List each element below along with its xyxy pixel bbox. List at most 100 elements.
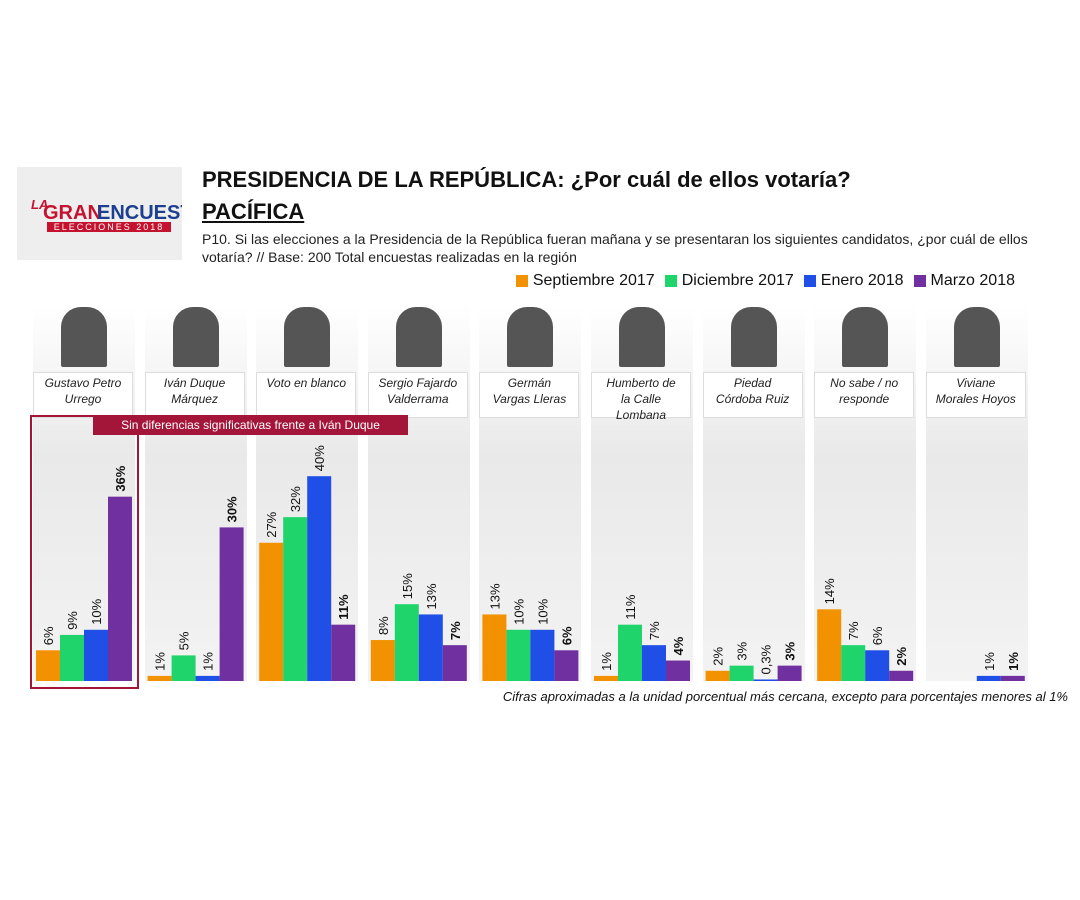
value-label: 11% [623, 594, 638, 619]
legend-label: Marzo 2018 [930, 272, 1016, 289]
value-label: 6% [559, 626, 574, 645]
bar [418, 614, 443, 681]
category-column: Humberto de la Calle Lombana [591, 305, 693, 681]
bar [108, 496, 132, 681]
value-label: 10% [511, 598, 526, 624]
category-label: Iván Duque Márquez [144, 372, 245, 418]
category-column: No sabe / no responde [814, 305, 917, 681]
logo-encuesta: ENCUESTA [97, 202, 182, 224]
logo-sub: ELECCIONES 2018 [54, 222, 165, 232]
question: P10. Si las elecciones a la Presidencia … [202, 231, 1028, 265]
legend-item: Septiembre 2017 [515, 272, 655, 290]
category-column: Viviane Morales Hoyos [925, 305, 1028, 681]
value-label: 40% [312, 445, 327, 471]
value-label: 7% [846, 621, 861, 640]
category-column: Piedad Córdoba Ruiz [702, 305, 805, 681]
category-label: Voto en blanco [256, 372, 357, 418]
bar [1000, 675, 1025, 681]
legend-label: Diciembre 2017 [681, 272, 794, 289]
legend-item: Diciembre 2017 [664, 272, 794, 290]
value-label: 10% [535, 598, 550, 624]
value-label: 6% [870, 626, 885, 645]
photo [507, 307, 554, 367]
highlight-box [30, 415, 139, 689]
value-label: 15% [400, 573, 415, 599]
bar [195, 675, 220, 681]
legend-item: Enero 2018 [803, 272, 904, 290]
value-label: 1% [153, 652, 168, 671]
photo [284, 307, 331, 367]
value-label: 30% [225, 496, 240, 522]
category-column: Germán Vargas Lleras [479, 305, 582, 681]
photo [619, 307, 665, 367]
value-label: 2% [711, 647, 726, 666]
photo [842, 307, 889, 367]
value-label: 32% [288, 486, 303, 512]
category-label: Piedad Córdoba Ruiz [702, 372, 803, 418]
logo-la: LA [31, 197, 48, 212]
value-label: 5% [177, 631, 192, 650]
bar [817, 609, 842, 681]
title: PRESIDENCIA DE LA REPÚBLICA: ¿Por cuál d… [202, 167, 851, 192]
legend: Septiembre 2017 Diciembre 2017 Enero 2018 M… [515, 272, 1016, 290]
annotation: Sin diferencias significativas frente a … [93, 415, 408, 435]
logo-gran: GRAN [43, 202, 102, 224]
value-label: 6% [41, 626, 56, 645]
value-label: 3% [783, 641, 798, 660]
legend-swatch [913, 275, 926, 287]
category-label: Gustavo Petro Urrego [33, 372, 133, 418]
legend-swatch [803, 275, 816, 287]
bar [618, 624, 642, 681]
bar [777, 665, 802, 681]
legend-label: Enero 2018 [820, 272, 904, 289]
category-label: Germán Vargas Lleras [479, 372, 580, 418]
bar [331, 624, 356, 681]
value-label: 1% [599, 652, 614, 671]
bar [642, 645, 666, 681]
bar [554, 650, 579, 681]
legend-item: Marzo 2018 [913, 272, 1016, 290]
bar [594, 675, 618, 681]
logo-band [47, 222, 171, 232]
bar [259, 542, 284, 681]
photo [730, 307, 777, 367]
value-label: 1% [982, 652, 997, 671]
value-label: 13% [424, 583, 439, 609]
logo: LA GRAN ENCUESTA ELECCIONES 2018 [17, 167, 182, 260]
bar [705, 670, 730, 681]
bar [506, 629, 531, 681]
bar [394, 604, 419, 681]
subtitle: PACÍFICA [202, 199, 305, 224]
photo [61, 307, 107, 367]
bar [530, 629, 555, 681]
bar [753, 679, 778, 681]
value-label: 4% [671, 636, 686, 655]
footnote: Cifras aproximadas a la unidad porcentua… [502, 689, 1068, 704]
value-label: 2% [894, 647, 909, 666]
category-label: Viviane Morales Hoyos [925, 372, 1026, 418]
bar [666, 660, 690, 681]
legend-swatch [664, 275, 677, 287]
bar [729, 665, 754, 681]
value-label: 3% [735, 641, 750, 660]
bar [889, 670, 914, 681]
value-label: 0,3% [759, 644, 774, 674]
bar [36, 650, 60, 681]
value-label: 36% [113, 465, 128, 491]
category-column: Gustavo Petro Urrego [33, 305, 135, 681]
bar [841, 645, 866, 681]
value-label: 27% [264, 511, 279, 537]
bar [307, 476, 332, 681]
logo-art: LA GRAN ENCUESTA ELECCIONES 2018 [31, 197, 182, 232]
category-label: Humberto de la Calle Lombana [591, 372, 691, 422]
value-label: 8% [376, 616, 391, 635]
bar [482, 614, 507, 681]
legend-swatch [515, 275, 528, 287]
value-label: 9% [65, 611, 80, 630]
value-label: 1% [1006, 652, 1021, 671]
photo [395, 307, 442, 367]
category-label: Sergio Fajardo Valderrama [367, 372, 468, 418]
bar [976, 675, 1001, 681]
